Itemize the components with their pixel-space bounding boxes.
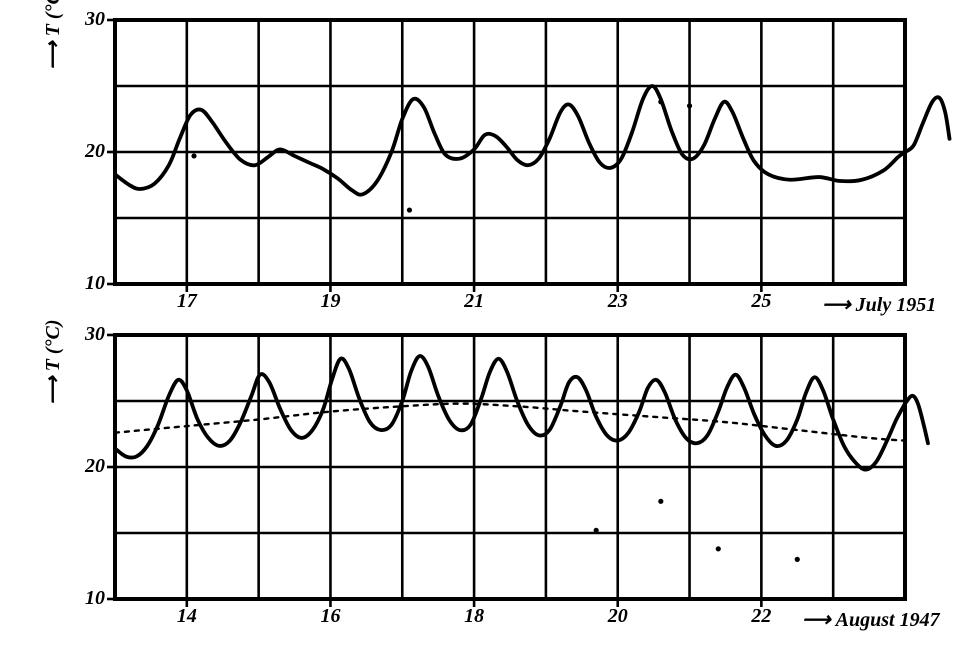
chart-top (115, 20, 905, 284)
bot-ytick-10: 10 (78, 587, 112, 610)
top-x-axis-label: ⟶ July 1951 (822, 292, 936, 317)
bot-xtick-18: 18 (460, 605, 488, 628)
top-xtick-17: 17 (173, 290, 201, 313)
top-y-axis-text: T (°C) (42, 0, 64, 36)
top-ytick-10: 10 (78, 272, 112, 295)
chart-bottom-svg (115, 335, 965, 599)
bot-ytick-20: 20 (78, 455, 112, 478)
top-xtick-25: 25 (747, 290, 775, 313)
top-xtick-19: 19 (316, 290, 344, 313)
bot-y-axis-label: ⟶ T (°C) (40, 319, 65, 405)
top-ytick-20: 20 (78, 140, 112, 163)
figure-page: 30 20 10 17 19 21 23 25 ⟶ T (°C) ⟶ July … (0, 0, 968, 660)
chart-top-svg (115, 20, 965, 284)
bot-xtick-16: 16 (316, 605, 344, 628)
top-xtick-21: 21 (460, 290, 488, 313)
arrow-icon: ⟶ (42, 36, 64, 70)
chart-bottom (115, 335, 905, 599)
bot-y-axis-text: T (°C) (42, 319, 64, 371)
bot-xtick-20: 20 (604, 605, 632, 628)
bot-xtick-14: 14 (173, 605, 201, 628)
bot-xtick-22: 22 (747, 605, 775, 628)
top-y-axis-label: ⟶ T (°C) (40, 0, 65, 70)
bot-x-axis-label: ⟶ August 1947 (802, 607, 940, 632)
top-xtick-23: 23 (604, 290, 632, 313)
arrow-icon: ⟶ (822, 294, 856, 316)
top-ytick-30: 30 (78, 8, 112, 31)
bot-ytick-30: 30 (78, 323, 112, 346)
arrow-icon: ⟶ (42, 371, 64, 405)
bot-x-axis-text: August 1947 (836, 609, 940, 631)
arrow-icon: ⟶ (802, 609, 836, 631)
top-x-axis-text: July 1951 (856, 294, 937, 316)
